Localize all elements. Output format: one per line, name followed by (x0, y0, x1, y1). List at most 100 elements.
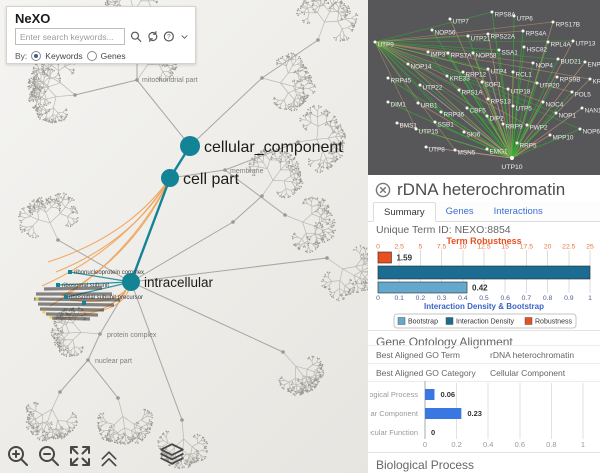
network-node-nop14[interactable] (406, 62, 410, 66)
network-node-utp9[interactable] (373, 40, 377, 44)
network-node-rcl1[interactable] (511, 70, 515, 74)
network-node-rps4a[interactable] (521, 29, 525, 33)
network-node-rrp45[interactable] (386, 76, 390, 80)
network-node-pwp2[interactable] (525, 123, 529, 127)
network-node-msn5[interactable] (453, 148, 457, 152)
network-node-rps13[interactable] (486, 97, 490, 101)
svg-text:Term Robustness: Term Robustness (446, 236, 521, 246)
network-node-utp18[interactable] (506, 87, 510, 91)
network-node-krr1[interactable] (588, 77, 592, 81)
svg-text:0.4: 0.4 (483, 440, 493, 449)
svg-text:RRP45: RRP45 (391, 78, 412, 85)
fit-view-icon[interactable] (68, 444, 92, 468)
ontology-graph-canvas[interactable]: ribonucleoprotein complex ribosomal subun… (0, 0, 368, 473)
network-node-dim1[interactable] (386, 100, 390, 104)
network-node-rrp12[interactable] (461, 70, 465, 74)
svg-text:NOP4: NOP4 (536, 63, 554, 70)
term-detail-panel: rDNA heterochromatin Summary Genes Inter… (368, 175, 600, 473)
help-icon[interactable]: ? (163, 30, 175, 43)
ontology-node-intracellular[interactable] (122, 273, 140, 291)
go-alignment-table: Best Aligned GO Term rDNA heterochromati… (368, 345, 600, 382)
network-node-utp20[interactable] (535, 81, 539, 85)
network-node-nop56[interactable] (430, 28, 434, 32)
tab-interactions[interactable]: Interactions (493, 206, 543, 217)
network-node-ssa1[interactable] (497, 48, 501, 52)
network-node-utp6[interactable] (512, 14, 516, 18)
ontology-node-cell-part[interactable] (161, 169, 179, 187)
tab-genes[interactable]: Genes (445, 206, 474, 217)
network-node-rrp5[interactable] (515, 141, 519, 145)
svg-text:PWP2: PWP2 (530, 125, 549, 132)
search-input[interactable] (15, 28, 125, 45)
network-node-kre33[interactable] (445, 74, 449, 78)
svg-text:0.06: 0.06 (440, 390, 455, 399)
network-node-rps7a[interactable] (446, 51, 450, 55)
network-node-dip2[interactable] (485, 114, 489, 118)
network-node-rpl4a[interactable] (546, 40, 550, 44)
network-node-emg1[interactable] (485, 147, 489, 151)
svg-text:IMP3: IMP3 (431, 52, 446, 59)
network-node-utp10[interactable] (510, 156, 514, 160)
network-node-nan1[interactable] (580, 106, 584, 110)
network-node-bud21[interactable] (556, 57, 560, 61)
collapse-icon[interactable] (99, 448, 119, 468)
search-by-label: By: (15, 51, 28, 61)
search-icon[interactable] (130, 30, 142, 43)
zoom-out-icon[interactable] (37, 444, 61, 468)
svg-text:KRR1: KRR1 (593, 79, 600, 86)
network-node-utp8[interactable] (424, 145, 428, 149)
network-node-rps9b[interactable] (555, 75, 559, 79)
network-node-nop1[interactable] (554, 111, 558, 115)
network-node-nop4[interactable] (531, 61, 535, 65)
network-node-rps8a[interactable] (490, 10, 494, 14)
svg-text:ENP1: ENP1 (588, 62, 600, 69)
network-node-mpp10[interactable] (548, 133, 552, 137)
svg-text:0.6: 0.6 (500, 295, 510, 302)
radio-keywords[interactable] (31, 51, 42, 61)
network-node-utp5[interactable] (511, 104, 515, 108)
network-node-ssb1[interactable] (433, 120, 437, 124)
svg-text:0.4: 0.4 (458, 295, 468, 302)
network-node-rrp36[interactable] (439, 110, 443, 114)
svg-text:SSA1: SSA1 (502, 50, 519, 57)
network-node-sof1[interactable] (480, 80, 484, 84)
network-node-urb1[interactable] (416, 101, 420, 105)
network-node-rps1a[interactable] (457, 88, 461, 92)
network-node-utp15[interactable] (414, 127, 418, 131)
svg-text:UTP13: UTP13 (576, 41, 596, 48)
refresh-icon[interactable] (147, 30, 159, 43)
network-node-bms1[interactable] (395, 121, 399, 125)
layers-icon[interactable] (158, 442, 186, 468)
network-node-hsc82[interactable] (522, 45, 526, 49)
network-node-pol5[interactable] (570, 90, 574, 94)
network-node-rps17b[interactable] (551, 20, 555, 24)
network-node-imp3[interactable] (426, 50, 430, 54)
network-node-utp22[interactable] (418, 83, 422, 87)
radio-genes[interactable] (86, 51, 97, 61)
row-label: Best Aligned GO Term (376, 349, 460, 360)
zoom-in-icon[interactable] (6, 444, 30, 468)
network-node-cbf5[interactable] (465, 106, 469, 110)
network-node-enp1[interactable] (583, 60, 587, 64)
network-node-noc4[interactable] (541, 100, 545, 104)
network-node-utp13[interactable] (571, 39, 575, 43)
svg-text:0.8: 0.8 (543, 295, 553, 302)
tab-summary[interactable]: Summary (373, 202, 436, 222)
network-node-rps22a[interactable] (486, 32, 490, 36)
svg-text:0.5: 0.5 (479, 295, 489, 302)
network-node-utp21[interactable] (466, 34, 470, 38)
network-node-utp4[interactable] (486, 67, 490, 71)
interaction-network-panel[interactable]: UTP9 UTP7 RPS8A UTP6 RPS17B NOP56 UTP21 RPS22A R… (368, 0, 600, 175)
ontology-node-cellular-component[interactable] (180, 136, 200, 156)
svg-text:7.5: 7.5 (437, 244, 447, 251)
network-node-ski6[interactable] (462, 130, 466, 134)
chevron-down-icon[interactable] (180, 32, 189, 42)
close-icon[interactable] (375, 182, 391, 198)
network-node-utp7[interactable] (448, 17, 452, 21)
network-node-rrp9[interactable] (501, 122, 505, 126)
network-node-nop58[interactable] (471, 51, 475, 55)
svg-text:NOC4: NOC4 (546, 102, 564, 109)
network-node-nop6[interactable] (578, 127, 582, 131)
ontology-graph-panel[interactable]: ribonucleoprotein complex ribosomal subun… (0, 0, 368, 473)
